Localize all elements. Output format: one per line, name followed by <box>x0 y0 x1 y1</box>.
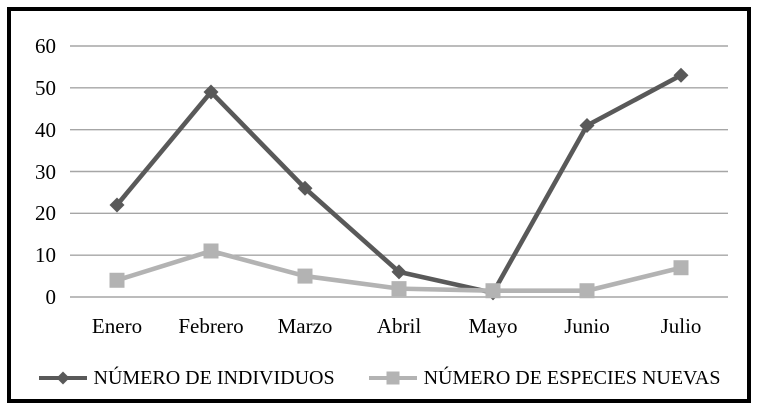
x-category-label: Febrero <box>178 314 244 338</box>
chart-legend: NÚMERO DE INDIVIDUOS NÚMERO DE ESPECIES … <box>0 362 759 394</box>
legend-item-numero-de-especies-nuevas: NÚMERO DE ESPECIES NUEVAS <box>368 366 721 390</box>
individuos-line-diamond-marker-icon <box>38 371 87 385</box>
legend-label-numero-de-especies-nuevas: NÚMERO DE ESPECIES NUEVAS <box>423 366 721 389</box>
legend-label-numero-de-individuos: NÚMERO DE INDIVIDUOS <box>93 366 335 389</box>
y-tick-label: 30 <box>35 159 56 184</box>
y-tick-label: 10 <box>35 243 56 268</box>
y-tick-label: 60 <box>35 34 56 58</box>
x-category-label: Junio <box>564 314 610 338</box>
y-tick-label: 50 <box>35 75 56 100</box>
y-tick-label: 40 <box>35 117 56 142</box>
x-category-label: Marzo <box>277 314 333 338</box>
y-tick-label: 20 <box>35 201 56 226</box>
x-category-label: Enero <box>91 314 143 338</box>
x-category-label: Abril <box>376 314 422 338</box>
y-tick-label: 0 <box>45 285 57 309</box>
legend-item-numero-de-individuos: NÚMERO DE INDIVIDUOS <box>38 366 335 390</box>
x-category-label: Mayo <box>468 314 518 338</box>
x-category-label: Julio <box>660 314 702 338</box>
especies-line-square-marker-icon <box>368 371 417 385</box>
